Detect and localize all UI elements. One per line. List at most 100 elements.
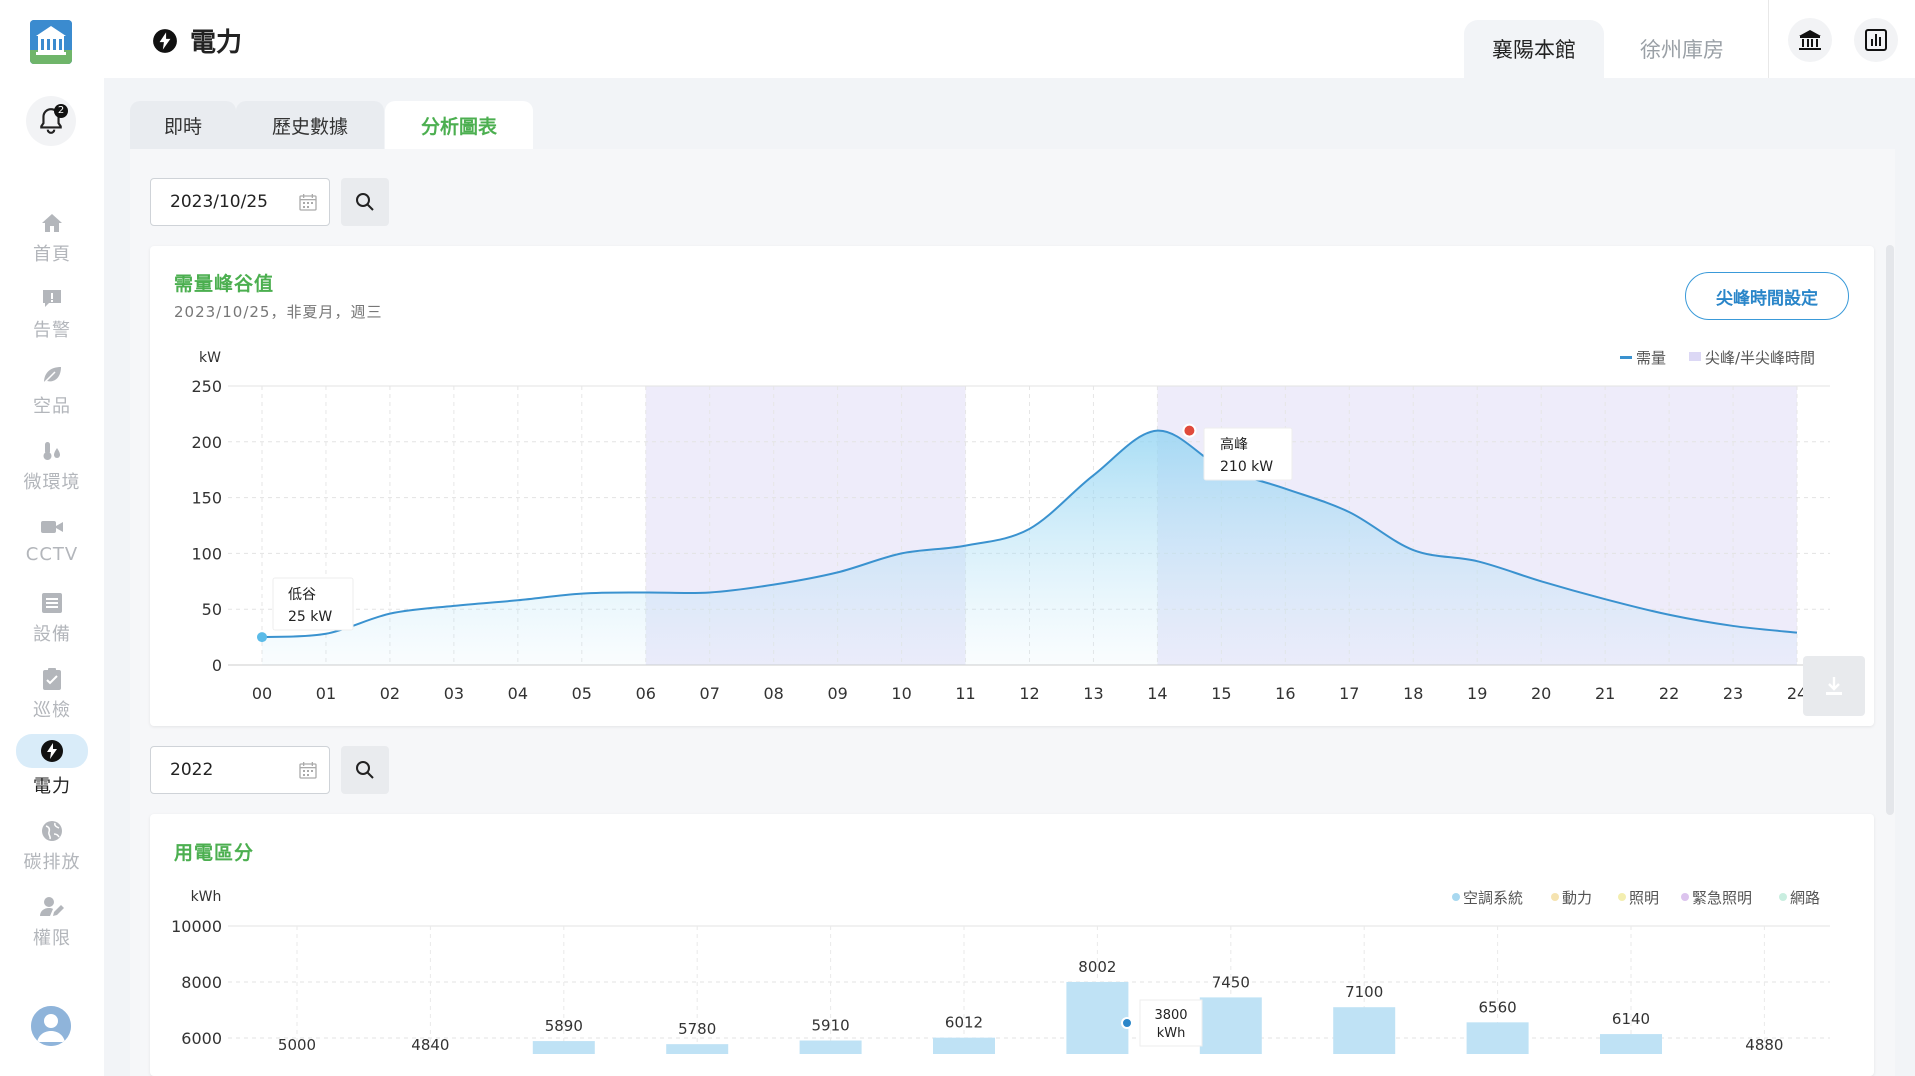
date-input[interactable]: 2023/10/25 <box>150 178 330 226</box>
bar-chart-icon <box>1865 29 1887 51</box>
x-tick-label: 22 <box>1659 684 1679 703</box>
legend-label: 緊急照明 <box>1692 889 1752 907</box>
x-tick-label: 21 <box>1595 684 1615 703</box>
user-avatar[interactable] <box>31 1006 71 1046</box>
y-tick-label: 8000 <box>181 973 222 992</box>
building-tab-xiangyang[interactable]: 襄陽本館 <box>1464 20 1604 78</box>
usage-bar <box>1333 1007 1396 1054</box>
valley-tooltip-value: 25 kW <box>288 609 332 625</box>
peak-card-title: 需量峰谷值 <box>174 273 275 295</box>
search-button[interactable] <box>341 178 389 226</box>
x-tick-label: 17 <box>1339 684 1359 703</box>
scrollbar[interactable] <box>1886 245 1894 815</box>
legend-dot <box>1681 893 1689 901</box>
sidebar-item-label: 空品 <box>33 396 71 417</box>
search-button-year[interactable] <box>341 746 389 794</box>
usage-bar <box>1600 1034 1662 1054</box>
legend-swatch-demand <box>1620 356 1632 359</box>
tab-history[interactable]: 歷史數據 <box>236 101 384 149</box>
bar-value-label: 6560 <box>1479 998 1517 1016</box>
usage-bar <box>799 1040 862 1054</box>
y-tick-label: 250 <box>191 377 222 396</box>
y-tick-label: 6000 <box>181 1029 222 1048</box>
x-tick-label: 04 <box>508 684 528 703</box>
legend-dot <box>1452 893 1460 901</box>
peak-card-subtitle: 2023/10/25，非夏月，週三 <box>174 303 383 321</box>
building-button[interactable] <box>1788 18 1832 62</box>
peak-tooltip-value: 210 kW <box>1220 459 1273 475</box>
bar-value-label: 4880 <box>1745 1036 1783 1054</box>
x-tick-label: 14 <box>1147 684 1167 703</box>
sidebar-item-cctv[interactable]: CCTV <box>10 510 94 576</box>
building-tab-xuzhou[interactable]: 徐州庫房 <box>1640 38 1724 62</box>
x-tick-label: 23 <box>1723 684 1743 703</box>
x-tick-label: 12 <box>1019 684 1039 703</box>
sidebar-item-label: 設備 <box>33 624 71 645</box>
download-button[interactable] <box>1803 656 1865 716</box>
sidebar-item-inspection[interactable]: 巡檢 <box>10 662 94 728</box>
y-axis-unit: kW <box>199 350 221 366</box>
legend-dot <box>1779 893 1787 901</box>
tab-realtime[interactable]: 即時 <box>130 101 236 149</box>
x-tick-label: 03 <box>444 684 464 703</box>
x-tick-label: 07 <box>700 684 720 703</box>
user-edit-icon <box>39 894 65 920</box>
thermometer-icon <box>39 438 65 464</box>
sidebar-item-power[interactable]: 電力 <box>10 734 94 800</box>
sidebar-item-label: 巡檢 <box>33 700 71 721</box>
bar-value-label: 7100 <box>1345 983 1383 1001</box>
sidebar-item-carbon[interactable]: 碳排放 <box>10 814 94 880</box>
x-tick-label: 01 <box>316 684 336 703</box>
x-tick-label: 06 <box>636 684 656 703</box>
x-tick-label: 05 <box>572 684 592 703</box>
list-icon <box>39 590 65 616</box>
calendar-icon <box>299 761 317 784</box>
notification-button[interactable]: 2 <box>26 96 76 146</box>
x-tick-label: 00 <box>252 684 272 703</box>
legend-label: 網路 <box>1790 889 1820 907</box>
peak-tooltip <box>1203 427 1293 481</box>
usage-bar <box>933 1037 995 1054</box>
bar-value-label: 8002 <box>1078 958 1116 976</box>
usage-bar <box>666 1044 729 1054</box>
usage-chart: 6000 8000 10000 kWh 5000 4840 5890 5780 5910 6012… <box>171 889 1830 1054</box>
sidebar: 2 首頁 告警 空品 微環境 CCTV 設備 巡檢 電力 碳排放 權限 <box>0 0 104 1076</box>
year-input[interactable]: 2022 <box>150 746 330 794</box>
sidebar-item-alert[interactable]: 告警 <box>10 282 94 348</box>
y-axis-unit: kWh <box>191 889 222 905</box>
usage-bar <box>1466 1022 1529 1054</box>
globe-icon <box>39 818 65 844</box>
usage-card-title: 用電區分 <box>174 842 255 864</box>
leaf-icon <box>39 362 65 388</box>
tab-analysis-charts[interactable]: 分析圖表 <box>385 101 533 149</box>
bar-value-label: 5910 <box>812 1017 850 1035</box>
y-tick-label: 150 <box>191 489 222 508</box>
x-tick-label: 13 <box>1083 684 1103 703</box>
y-tick-label: 0 <box>212 656 222 675</box>
bar-tooltip <box>1139 999 1203 1047</box>
top-header: 電力 襄陽本館 徐州庫房 <box>104 0 1915 78</box>
sidebar-item-micro-environment[interactable]: 微環境 <box>10 434 94 500</box>
legend-label: 動力 <box>1562 889 1592 907</box>
report-button[interactable] <box>1854 18 1898 62</box>
usage-breakdown-card <box>150 814 1874 1076</box>
usage-bar <box>1066 981 1129 1054</box>
camera-icon <box>39 514 65 540</box>
usage-bar <box>532 1041 595 1054</box>
peak-time-setting-button[interactable]: 尖峰時間設定 <box>1685 272 1849 320</box>
sidebar-item-home[interactable]: 首頁 <box>10 206 94 272</box>
x-tick-label: 20 <box>1531 684 1551 703</box>
building-logo[interactable] <box>30 20 72 64</box>
sidebar-item-equipment[interactable]: 設備 <box>10 586 94 652</box>
demand-line <box>261 429 1798 639</box>
legend-swatch-peak <box>1689 352 1701 361</box>
x-tick-label: 19 <box>1467 684 1487 703</box>
x-tick-label: 08 <box>763 684 783 703</box>
sidebar-item-air-quality[interactable]: 空品 <box>10 358 94 424</box>
valley-tooltip <box>272 577 354 631</box>
x-tick-label: 09 <box>827 684 847 703</box>
demand-area <box>262 430 1797 665</box>
home-icon <box>39 210 65 236</box>
sidebar-item-permission[interactable]: 權限 <box>10 890 94 956</box>
x-tick-label: 11 <box>955 684 975 703</box>
